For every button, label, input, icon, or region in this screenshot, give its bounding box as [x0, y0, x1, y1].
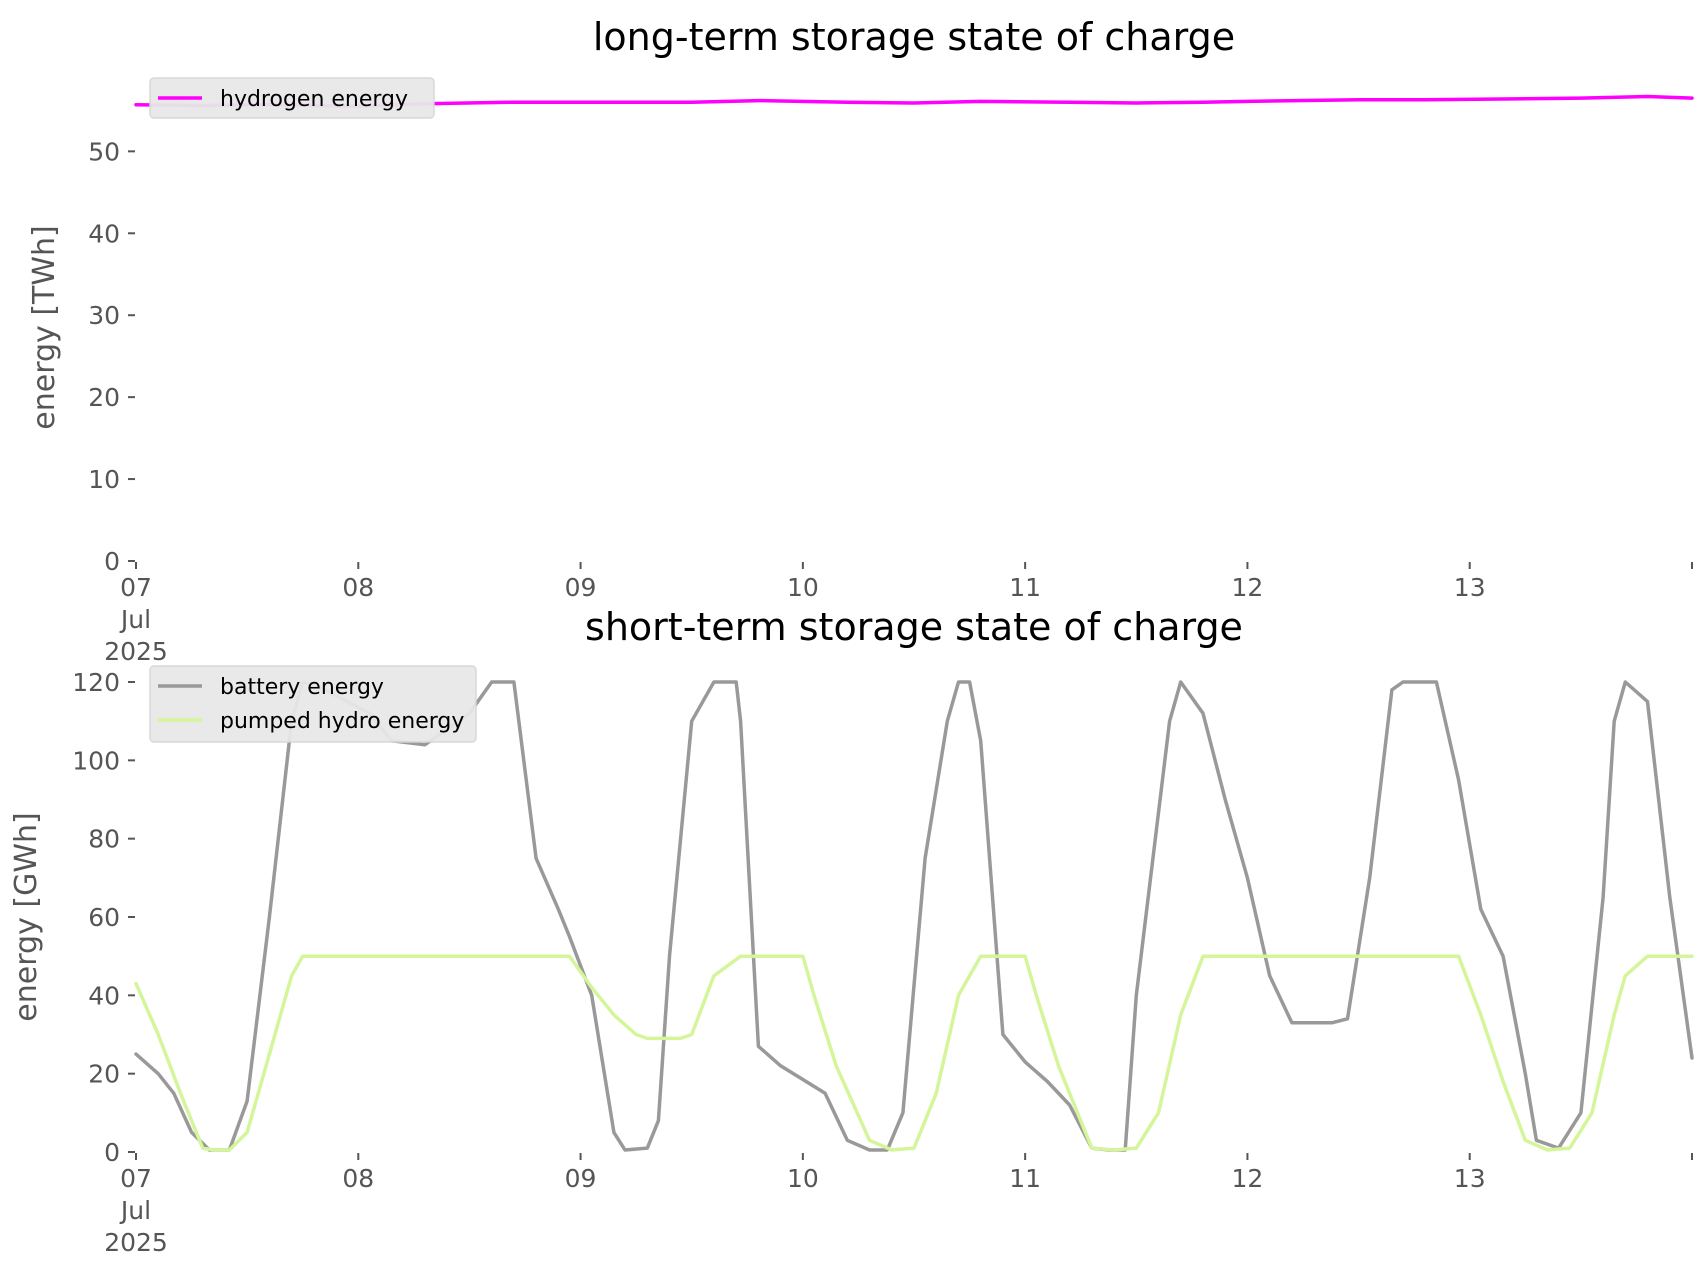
y-tick-label: 0: [104, 547, 120, 576]
x-tick-label: 2025: [104, 1228, 168, 1257]
x-tick-label: Jul: [119, 1196, 151, 1225]
y-tick-label: 60: [88, 903, 120, 932]
x-tick-label: 12: [1232, 1164, 1264, 1193]
series-line-battery-energy: [134, 680, 1694, 1152]
x-tick-label: 13: [1454, 1164, 1486, 1193]
legend-box: [149, 665, 477, 743]
x-tick-label: 12: [1232, 573, 1264, 602]
y-axis-label: energy [TWh]: [27, 225, 62, 429]
legend-label: battery energy: [220, 675, 384, 700]
y-tick-label: 10: [88, 465, 120, 494]
x-tick-label: Jul: [119, 605, 151, 634]
y-tick-label: 30: [88, 301, 120, 330]
y-tick-label: 40: [88, 981, 120, 1010]
x-tick-label: 10: [787, 573, 819, 602]
x-tick-label: 11: [1009, 1164, 1041, 1193]
y-tick-label: 20: [88, 383, 120, 412]
x-tick-label: 07: [120, 573, 152, 602]
y-axis-label: energy [GWh]: [9, 812, 44, 1021]
x-tick-label: 11: [1009, 573, 1041, 602]
y-tick-label: 0: [104, 1138, 120, 1167]
y-tick-label: 40: [88, 219, 120, 248]
y-tick-label: 80: [88, 825, 120, 854]
x-tick-label: 09: [565, 573, 597, 602]
legend-label: pumped hydro energy: [220, 709, 464, 734]
x-tick-label: 08: [342, 573, 374, 602]
y-tick-label: 120: [72, 668, 120, 697]
x-tick-label: 13: [1454, 573, 1486, 602]
chart-title: long-term storage state of charge: [593, 15, 1235, 59]
x-tick-label: 09: [565, 1164, 597, 1193]
x-tick-label: 2025: [104, 637, 168, 666]
chart-panel-1: long-term storage state of charge energy …: [27, 15, 1694, 666]
x-tick-label: 07: [120, 1164, 152, 1193]
legend: battery energy pumped hydro energy: [149, 665, 477, 743]
legend-label: hydrogen energy: [220, 87, 408, 112]
y-tick-label: 100: [72, 746, 120, 775]
series-line-pumped-hydro-energy: [134, 954, 1694, 1152]
chart-panel-2: short-term storage state of charge energy…: [9, 605, 1694, 1257]
chart-title: short-term storage state of charge: [585, 605, 1243, 649]
legend: hydrogen energy: [149, 77, 435, 119]
x-tick-label: 10: [787, 1164, 819, 1193]
legend-box: [149, 77, 435, 119]
x-tick-label: 08: [342, 1164, 374, 1193]
y-tick-label: 20: [88, 1060, 120, 1089]
y-tick-label: 50: [88, 137, 120, 166]
